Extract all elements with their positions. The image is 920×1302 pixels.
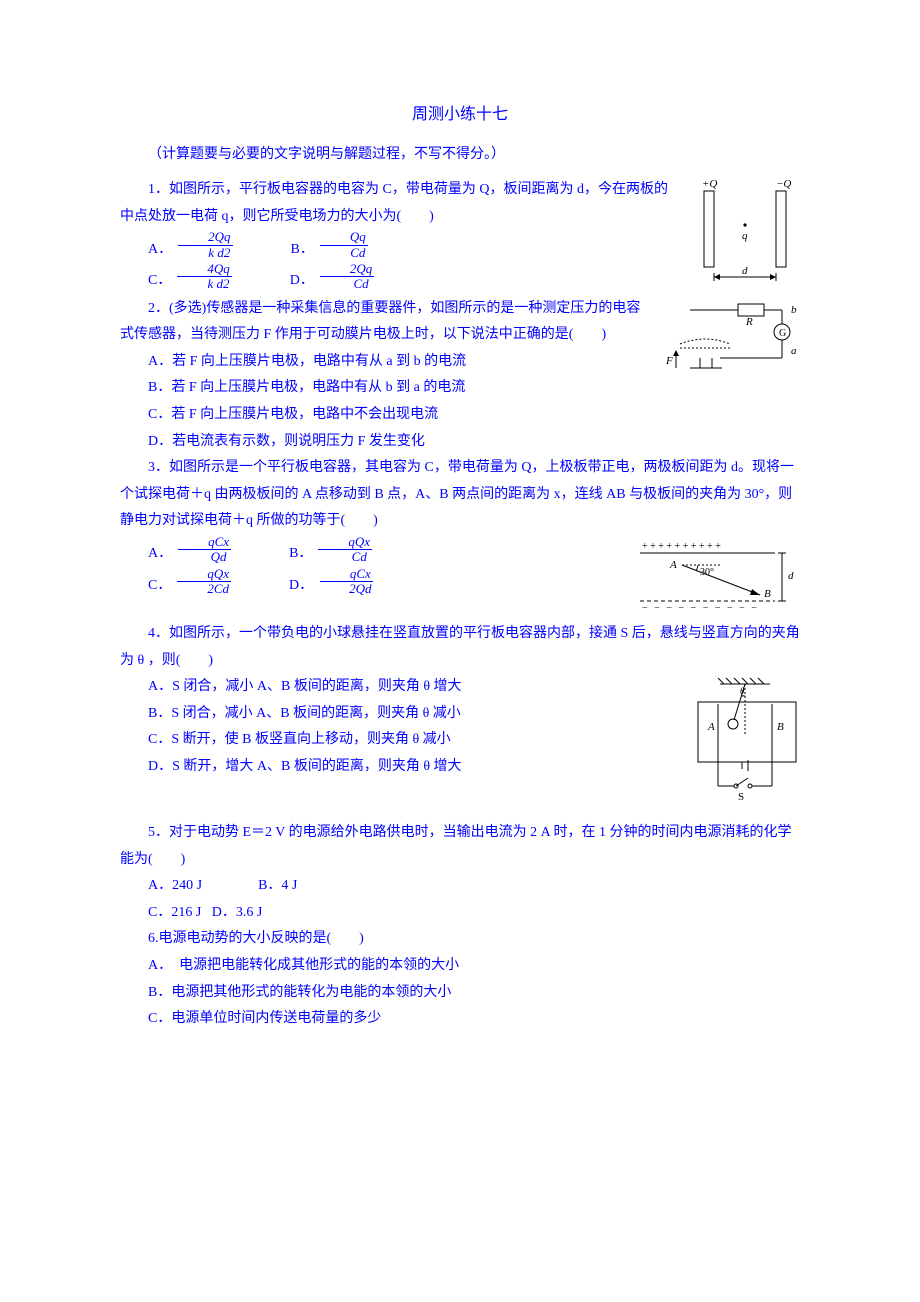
q3-optB-den: Cd xyxy=(322,550,369,564)
q1-optC-label: C． xyxy=(120,268,171,293)
q3-body: 如图所示是一个平行板电容器，其电容为 C，带电荷量为 Q，上极板带正电，两极板间… xyxy=(120,460,794,528)
q3-optA-label: A． xyxy=(120,541,172,566)
q1-optA-label: A． xyxy=(120,237,172,262)
q4-text: 4．如图所示，一个带负电的小球悬挂在竖直放置的平行板电容器内部，接通 S 后，悬… xyxy=(120,621,800,674)
q3-options-row1: A． qCxQd B． qQxCd xyxy=(120,537,620,567)
fig4-A: A xyxy=(707,721,715,733)
q1-optC-den: k d2 xyxy=(178,277,232,291)
q3-optB: B． qQxCd xyxy=(261,537,372,567)
q3-optD: D． qCx2Qd xyxy=(261,569,374,599)
q1-body: 如图所示，平行板电容器的电容为 C，带电荷量为 Q，板间距离为 d，今在两板的中… xyxy=(120,182,668,224)
page-title: 周测小练十七 xyxy=(120,100,800,124)
figure-capacitor-work: + + + + + + + + + + − − − − − − − − − − … xyxy=(630,535,800,615)
fig4-B: B xyxy=(777,721,784,733)
q3-num: 3． xyxy=(148,460,169,475)
q1-optB: B． QqCd xyxy=(263,232,368,262)
q3-options-row2: C． qQx2Cd D． qCx2Qd xyxy=(120,569,620,599)
fig2-G: G xyxy=(779,328,786,339)
q3-optA: A． qCxQd xyxy=(120,537,231,567)
q6-num: 6. xyxy=(148,931,159,946)
q1-optA: A． 2Qqk d2 xyxy=(120,232,233,262)
q5-row2: C．216 J D．3.6 J xyxy=(120,900,800,927)
q1-optB-den: Cd xyxy=(320,246,367,260)
fig1-q: q xyxy=(742,230,748,242)
q1-optD: D． 2QqCd xyxy=(262,264,375,294)
q3-optD-num: qCx xyxy=(320,567,373,582)
q3-optC: C． qQx2Cd xyxy=(120,569,231,599)
figure-pendulum-capacitor: θ A B S xyxy=(690,674,800,814)
q1-optA-den: k d2 xyxy=(178,246,232,260)
q5-optD: D．3.6 J xyxy=(212,905,263,920)
fig2-a: a xyxy=(791,345,797,357)
q2-body: (多选)传感器是一种采集信息的重要器件，如图所示的是一种测定压力的电容式传感器，… xyxy=(120,301,640,343)
fig1-minusQ: −Q xyxy=(776,178,791,190)
q3-text: 3．如图所示是一个平行板电容器，其电容为 C，带电荷量为 Q，上极板带正电，两极… xyxy=(120,455,800,535)
q2-optC: C．若 F 向上压膜片电极，电路中不会出现电流 xyxy=(120,402,800,429)
q2-num: 2． xyxy=(148,301,169,316)
fig4-S: S xyxy=(738,791,744,803)
q2-optB: B．若 F 向上压膜片电极，电路中有从 b 到 a 的电流 xyxy=(120,375,800,402)
q3-optB-label: B． xyxy=(261,541,312,566)
q5-row1: A．240 J B．4 J xyxy=(120,873,800,900)
q1-optD-label: D． xyxy=(262,268,314,293)
q1-optB-num: Qq xyxy=(320,230,368,245)
fig3-d: d xyxy=(788,570,794,582)
q2-optD: D．若电流表有示数，则说明压力 F 发生变化 xyxy=(120,429,800,456)
q3-optC-num: qQx xyxy=(177,567,231,582)
q4-num: 4． xyxy=(148,626,169,641)
q6-body: 电源电动势的大小反映的是( ) xyxy=(159,931,364,946)
q5-text: 5．对于电动势 E＝2 V 的电源给外电路供电时，当输出电流为 2 A 时，在 … xyxy=(120,820,800,873)
q1-optC: C． 4Qqk d2 xyxy=(120,264,232,294)
q1-options-row1: A． 2Qqk d2 B． QqCd xyxy=(120,232,680,262)
q1-num: 1． xyxy=(148,182,169,197)
q5-body: 对于电动势 E＝2 V 的电源给外电路供电时，当输出电流为 2 A 时，在 1 … xyxy=(120,825,792,867)
q1-optC-num: 4Qq xyxy=(177,262,231,277)
fig3-minusrow: − − − − − − − − − − xyxy=(642,603,759,614)
q3-optB-num: qQx xyxy=(318,535,372,550)
q6-optC: C．电源单位时间内传送电荷量的多少 xyxy=(120,1006,800,1033)
fig4-theta: θ xyxy=(740,686,745,696)
q1-optB-label: B． xyxy=(263,237,314,262)
q5-optB: B．4 J xyxy=(258,878,297,893)
fig3-plusrow: + + + + + + + + + + xyxy=(642,541,721,552)
q1-options-row2: C． 4Qqk d2 D． 2QqCd xyxy=(120,264,680,294)
q4-body: 如图所示，一个带负电的小球悬挂在竖直放置的平行板电容器内部，接通 S 后，悬线与… xyxy=(120,626,800,668)
fig1-d: d xyxy=(742,265,748,277)
q3-optD-den: 2Qd xyxy=(319,582,373,596)
fig3-B: B xyxy=(764,588,771,600)
q6-text: 6.电源电动势的大小反映的是( ) xyxy=(120,926,800,953)
fig2-b: b xyxy=(791,304,797,316)
q5-optA: A．240 J xyxy=(148,878,202,893)
fig2-R: R xyxy=(745,316,753,328)
q5-num: 5． xyxy=(148,825,169,840)
q3-optA-num: qCx xyxy=(178,535,231,550)
q3-optC-den: 2Cd xyxy=(177,582,231,596)
q6-optB: B．电源把其他形式的能转化为电能的本领的大小 xyxy=(120,980,800,1007)
fig1-plusQ: +Q xyxy=(702,178,717,190)
q3-optD-label: D． xyxy=(261,573,313,598)
q3-optA-den: Qd xyxy=(181,550,229,564)
q1-optD-num: 2Qq xyxy=(320,262,374,277)
fig3-angle: 30° xyxy=(700,567,714,578)
q1-optD-den: Cd xyxy=(323,277,370,291)
q1-optA-num: 2Qq xyxy=(178,230,232,245)
fig3-A: A xyxy=(669,559,677,571)
q3-optC-label: C． xyxy=(120,573,171,598)
scoring-note: （计算题要与必要的文字说明与解题过程，不写不得分。） xyxy=(120,142,800,167)
q5-optC: C．216 J xyxy=(148,905,201,920)
q6-optA: A． 电源把电能转化成其他形式的能的本领的大小 xyxy=(120,953,800,980)
fig2-F: F xyxy=(665,355,673,367)
figure-capacitor-1: +Q −Q q d xyxy=(690,177,800,287)
figure-sensor: R G b a F xyxy=(660,296,800,376)
